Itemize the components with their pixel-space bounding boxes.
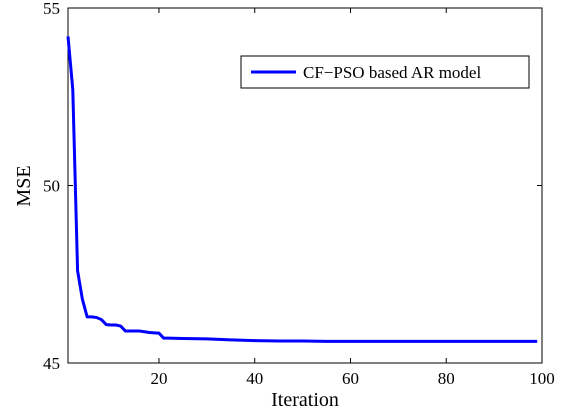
- y-tick-label: 55: [43, 0, 60, 18]
- x-tick-label: 60: [342, 369, 359, 388]
- x-tick-label: 20: [150, 369, 167, 388]
- y-tick-label: 45: [43, 354, 60, 373]
- legend-label: CF−PSO based AR model: [303, 63, 481, 82]
- x-tick-label: 80: [438, 369, 455, 388]
- x-tick-label: 100: [529, 369, 555, 388]
- x-axis-label: Iteration: [271, 389, 339, 410]
- x-tick-label: 40: [246, 369, 263, 388]
- y-tick-label: 50: [43, 177, 60, 196]
- legend: CF−PSO based AR model: [241, 56, 529, 88]
- y-axis-label: MSE: [13, 165, 35, 206]
